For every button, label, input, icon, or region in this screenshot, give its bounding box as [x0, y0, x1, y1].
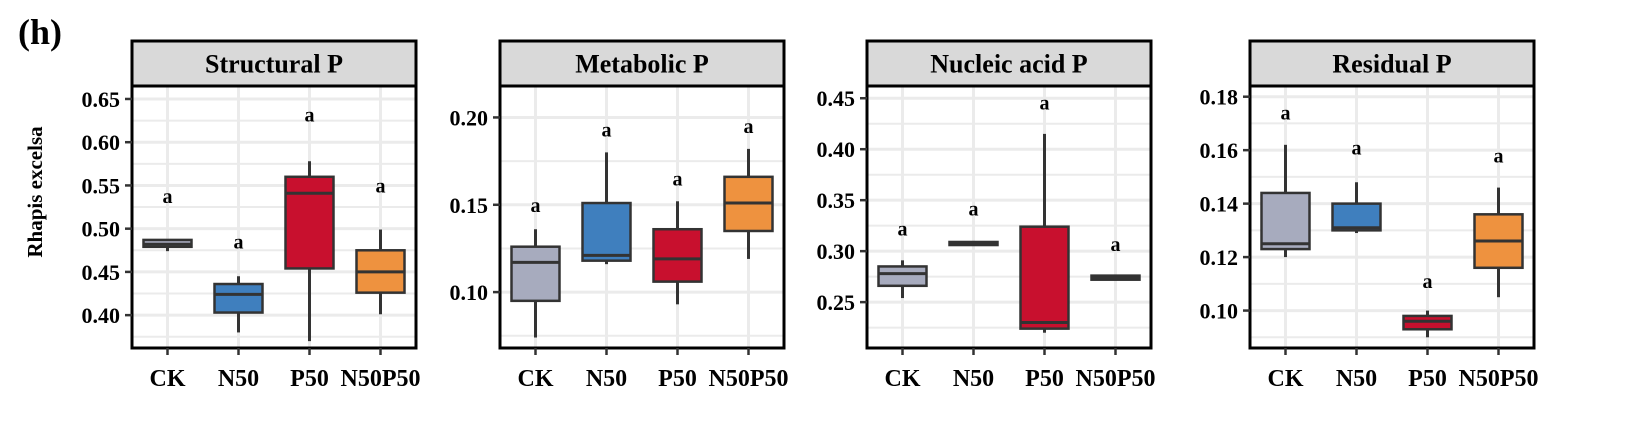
box-n50: a	[948, 198, 999, 247]
significance-letter: a	[531, 195, 541, 217]
significance-letter: a	[1494, 146, 1504, 168]
x-tick-label: P50	[290, 366, 329, 392]
y-axis-label: Rhapis excelsa	[23, 126, 47, 258]
plot-frame	[130, 84, 418, 350]
x-tick-label: N50P50	[1459, 366, 1539, 392]
y-tick-label: 0.18	[1200, 85, 1239, 110]
x-tick-label: N50P50	[341, 366, 421, 392]
significance-letter: a	[1111, 234, 1121, 256]
plot-frame	[865, 84, 1153, 350]
x-tick-label: N50	[218, 366, 259, 392]
box-body	[1019, 225, 1070, 330]
plot-background	[132, 86, 416, 348]
y-tick-label: 0.30	[817, 239, 856, 264]
y-tick-label: 0.35	[817, 188, 856, 213]
box-ck: a	[877, 219, 928, 299]
box-ck: a	[142, 186, 193, 252]
significance-letter: a	[1040, 92, 1050, 114]
facet-nucleic-acid-p: a a a a Nucleic acid P 0.25 0.30 0.35 0.40 0.45 CK…	[817, 39, 1156, 392]
x-tick-label: CK	[518, 366, 554, 392]
y-tick-label: 0.45	[82, 260, 121, 285]
box-body	[284, 175, 335, 270]
y-tick-label: 0.60	[82, 130, 121, 155]
plot-frame	[1248, 84, 1536, 350]
x-tick-label: N50	[953, 366, 994, 392]
y-tick-label: 0.25	[817, 290, 856, 315]
plot-frame	[498, 84, 786, 350]
facets: a a a a Structural P 0.40 0.45 0.50 0.55 0.60 0.65…	[82, 39, 1539, 392]
y-tick-label: 0.55	[82, 173, 121, 198]
x-tick-label: N50P50	[709, 366, 789, 392]
panel-label: (h)	[18, 12, 62, 52]
box-n50p50: a	[723, 116, 774, 259]
y-tick-label: 0.40	[817, 137, 856, 162]
x-tick-label: N50	[586, 366, 627, 392]
box-p50: a	[1019, 92, 1070, 333]
y-tick-label: 0.40	[82, 303, 121, 328]
facet-title: Metabolic P	[575, 50, 709, 79]
x-tick-label: CK	[885, 366, 921, 392]
y-tick-label: 0.65	[82, 87, 121, 112]
y-tick-label: 0.20	[450, 105, 489, 130]
significance-letter: a	[969, 198, 979, 220]
significance-letter: a	[898, 219, 908, 241]
y-tick-label: 0.16	[1200, 138, 1239, 163]
significance-letter: a	[234, 232, 244, 254]
box-body	[877, 265, 928, 288]
box-p50: a	[652, 169, 703, 305]
box-ck: a	[510, 195, 561, 338]
box-n50p50: a	[355, 175, 406, 315]
box-body	[1260, 191, 1311, 251]
facet-title: Nucleic acid P	[930, 50, 1088, 79]
box-body	[1331, 202, 1382, 232]
significance-letter: a	[673, 169, 683, 191]
facet-title: Structural P	[205, 50, 343, 79]
plot-background	[867, 86, 1151, 348]
y-tick-label: 0.45	[817, 86, 856, 111]
box-body	[213, 282, 264, 314]
y-tick-label: 0.12	[1200, 245, 1239, 270]
y-tick-label: 0.50	[82, 217, 121, 242]
facet-title: Residual P	[1332, 50, 1451, 79]
x-tick-label: P50	[1025, 366, 1064, 392]
box-n50: a	[581, 120, 632, 265]
box-n50: a	[1331, 137, 1382, 234]
significance-letter: a	[305, 105, 315, 127]
significance-letter: a	[744, 116, 754, 138]
y-tick-label: 0.10	[1200, 299, 1239, 324]
significance-letter: a	[376, 175, 386, 197]
box-p50: a	[1402, 271, 1453, 338]
significance-letter: a	[1423, 271, 1433, 293]
significance-letter: a	[602, 120, 612, 142]
facet-strip	[498, 39, 786, 88]
y-tick-label: 0.10	[450, 280, 489, 305]
x-tick-label: P50	[658, 366, 697, 392]
x-tick-label: P50	[1408, 366, 1447, 392]
significance-letter: a	[1281, 103, 1291, 125]
x-tick-label: N50P50	[1076, 366, 1156, 392]
significance-letter: a	[1352, 137, 1362, 159]
y-tick-label: 0.14	[1200, 192, 1239, 217]
box-n50p50: a	[1473, 146, 1524, 298]
box-body	[581, 201, 632, 262]
x-tick-label: CK	[150, 366, 186, 392]
box-p50: a	[284, 105, 335, 342]
box-ck: a	[1260, 103, 1311, 258]
box-n50p50: a	[1090, 234, 1141, 281]
y-tick-label: 0.15	[450, 193, 489, 218]
x-tick-label: CK	[1268, 366, 1304, 392]
box-body	[652, 227, 703, 283]
box-n50: a	[213, 232, 264, 333]
significance-letter: a	[163, 186, 173, 208]
facet-structural-p: a a a a Structural P 0.40 0.45 0.50 0.55 0.60 0.65…	[82, 39, 421, 392]
box-body	[510, 245, 561, 303]
facet-strip	[130, 39, 418, 88]
x-tick-label: N50	[1336, 366, 1377, 392]
